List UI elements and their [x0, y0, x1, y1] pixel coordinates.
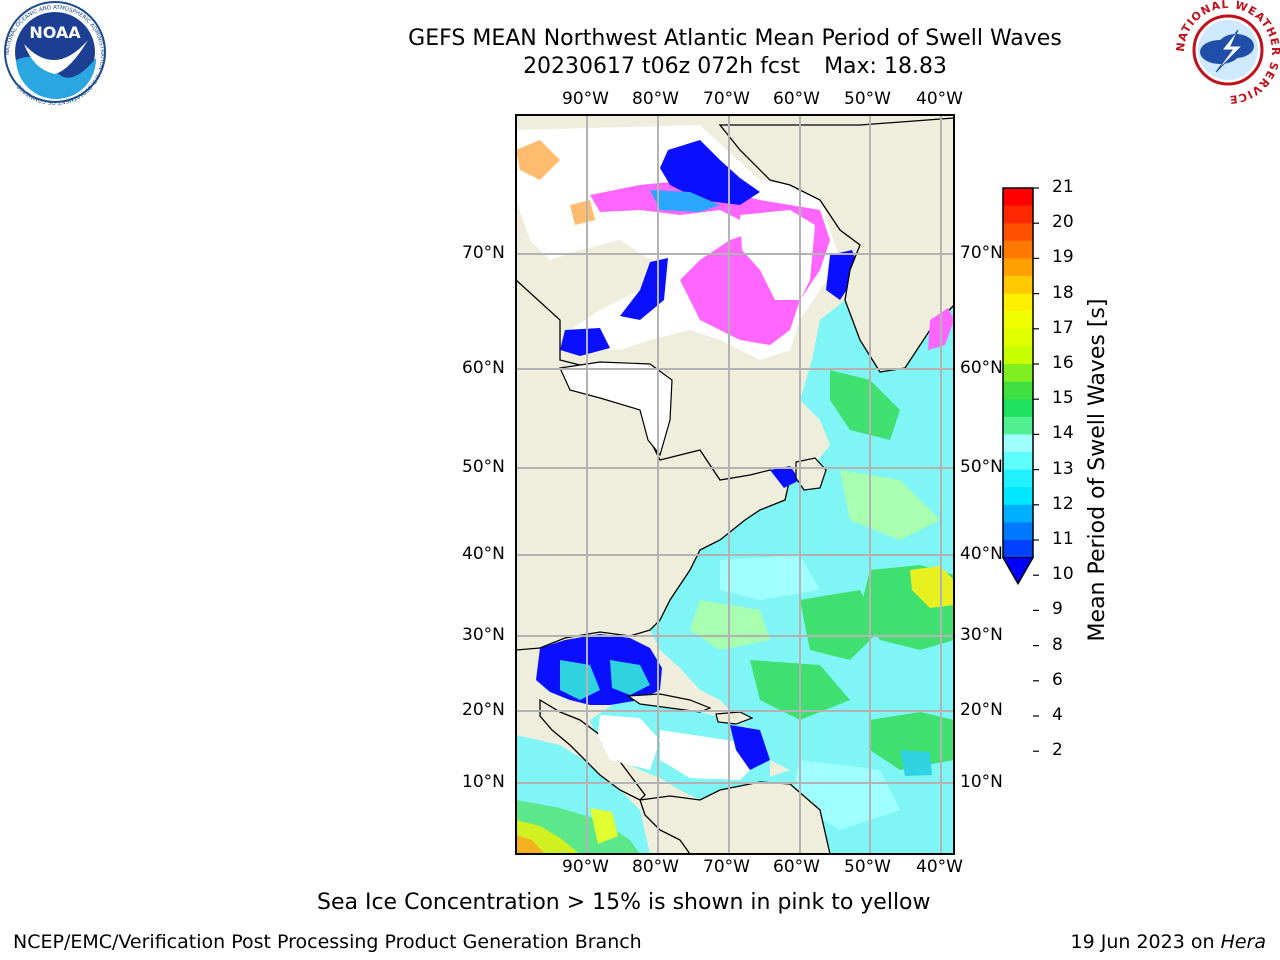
colorbar-tick-label: 8	[1052, 634, 1063, 655]
colorbar-tick-label: 4	[1052, 705, 1063, 725]
caribbean-sea	[590, 700, 770, 800]
footer-timestamp: 19 Jun 2023 on Hera	[1070, 931, 1266, 953]
colorbar-tick-label: 21	[1052, 177, 1074, 197]
lon-tick-top: 70°W	[703, 89, 750, 109]
lat-tick-right: 10°N	[960, 772, 1003, 792]
colorbar-tick-label: 15	[1052, 388, 1074, 409]
colorbar-swatch	[1003, 258, 1033, 277]
colorbar-swatch	[1003, 276, 1033, 295]
colorbar-tick-label: 18	[1052, 282, 1074, 303]
land-background	[516, 115, 954, 854]
colorbar-swatch	[1003, 487, 1033, 506]
colorbar-swatch	[1003, 346, 1033, 365]
lon-tick-bottom: 60°W	[773, 857, 820, 877]
lon-tick-bottom: 70°W	[703, 857, 750, 877]
central-america	[539, 698, 646, 801]
colorbar-swatch	[1003, 223, 1033, 242]
noaa-logo: NOAA NATIONAL OCEANIC AND ATMOSPHERIC AD…	[4, 1, 106, 105]
cuba	[626, 693, 712, 713]
colorbar	[1002, 187, 1039, 752]
hispaniola	[715, 711, 754, 725]
lon-tick-bottom: 50°W	[844, 857, 891, 877]
lat-tick-left: 60°N	[462, 358, 505, 378]
lat-tick-right: 20°N	[960, 700, 1003, 720]
lon-tick-top: 40°W	[916, 89, 963, 109]
colorbar-tick-label: 11	[1052, 529, 1074, 549]
lon-tick-top: 60°W	[773, 89, 820, 109]
colorbar-extend-arrow	[1002, 557, 1034, 585]
colorbar-swatch	[1003, 293, 1033, 312]
colorbar-label: Mean Period of Swell Waves [s]	[1085, 298, 1110, 642]
lon-tick-top: 80°W	[632, 89, 679, 109]
forecast-date: 20230617 t06z 072h fcst	[523, 54, 801, 79]
lat-tick-left: 40°N	[462, 544, 505, 564]
colorbar-outline	[1002, 187, 1034, 586]
colorbar-swatch	[1003, 540, 1033, 559]
max-value: Max: 18.83	[824, 54, 947, 79]
greenland	[718, 117, 954, 373]
colorbar-swatch	[1003, 205, 1033, 224]
north-america	[516, 279, 791, 651]
svg-text:NOAA: NOAA	[29, 23, 81, 42]
pacific-ocean	[516, 735, 650, 854]
colorbar-swatch	[1003, 381, 1033, 400]
gulf-of-mexico	[536, 634, 662, 705]
colorbar-swatch	[1003, 364, 1033, 383]
lon-tick-top: 50°W	[844, 89, 891, 109]
south-america	[639, 781, 831, 854]
colorbar-swatch	[1003, 522, 1033, 541]
map-title: GEFS MEAN Northwest Atlantic Mean Period…	[408, 26, 1062, 51]
colorbar-tick-label: 10	[1052, 564, 1074, 585]
lat-tick-left: 70°N	[462, 243, 505, 263]
lon-tick-bottom: 40°W	[916, 857, 963, 877]
lat-tick-right: 70°N	[960, 243, 1003, 263]
graticule	[516, 115, 954, 854]
lat-tick-right: 60°N	[960, 358, 1003, 378]
colorbar-swatch	[1003, 328, 1033, 347]
colorbar-tick-label: 9	[1052, 599, 1063, 620]
nws-logo: NATIONAL WEATHER SERVICE	[1176, 0, 1280, 104]
colorbar-tick-label: 17	[1052, 317, 1074, 338]
atlantic-ocean	[650, 300, 954, 854]
sea-ice-note: Sea Ice Concentration > 15% is shown in …	[317, 890, 931, 915]
footer-credit: NCEP/EMC/Verification Post Processing Pr…	[13, 931, 642, 953]
colorbar-swatch	[1003, 434, 1033, 453]
lat-tick-left: 30°N	[462, 625, 505, 645]
colorbar-tick-label: 6	[1052, 669, 1063, 690]
colorbar-swatch	[1003, 240, 1033, 259]
colorbar-tick-label: 12	[1052, 493, 1074, 514]
lon-tick-bottom: 90°W	[562, 857, 609, 877]
lon-tick-top: 90°W	[562, 89, 609, 109]
colorbar-tick-label: 13	[1052, 458, 1074, 479]
lat-tick-left: 20°N	[462, 700, 505, 720]
lat-tick-right: 40°N	[960, 544, 1003, 564]
colorbar-swatch	[1003, 504, 1033, 523]
newfoundland	[795, 457, 827, 491]
lon-tick-bottom: 80°W	[632, 857, 679, 877]
colorbar-tick-label: 2	[1052, 740, 1063, 761]
lat-tick-right: 50°N	[960, 457, 1003, 477]
colorbar-swatch	[1003, 469, 1033, 488]
colorbar-swatch	[1003, 416, 1033, 435]
map-subtitle: 20230617 t06z 072h fcst Max: 18.83	[0, 54, 1280, 79]
colorbar-tick-label: 14	[1052, 423, 1074, 444]
lat-tick-right: 30°N	[960, 625, 1003, 645]
map-frame	[515, 114, 955, 855]
colorbar-swatch	[1003, 188, 1033, 207]
colorbar-tick-label: 20	[1052, 212, 1074, 233]
lat-tick-left: 10°N	[462, 772, 505, 792]
colorbar-tick-label: 16	[1052, 353, 1074, 373]
lat-tick-left: 50°N	[462, 457, 505, 477]
baffin-bay-open-water	[660, 140, 760, 205]
colorbar-swatch	[1003, 452, 1033, 471]
colorbar-swatch	[1003, 311, 1033, 330]
colorbar-tick-label: 19	[1052, 247, 1074, 268]
colorbar-swatch	[1003, 399, 1033, 418]
hudson-bay	[559, 361, 673, 457]
